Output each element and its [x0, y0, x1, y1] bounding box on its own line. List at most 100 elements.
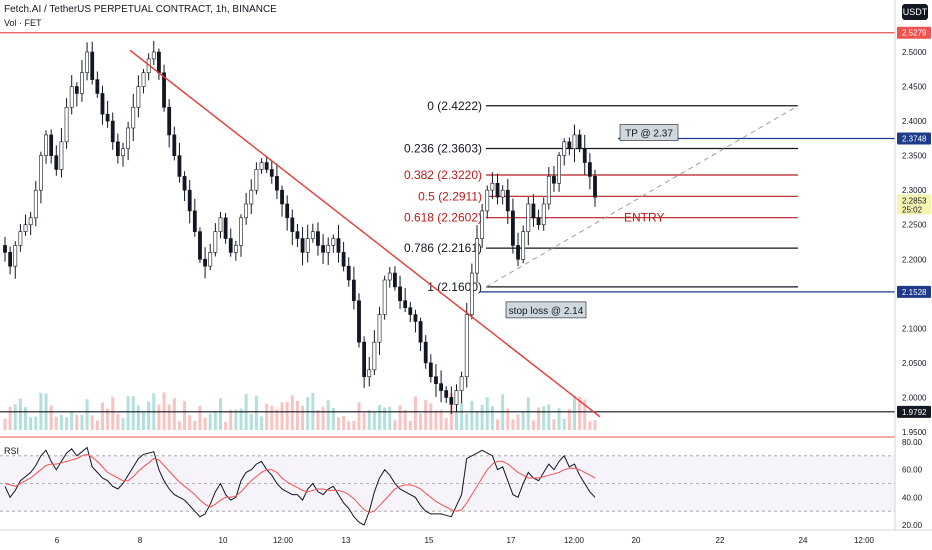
volume-bar — [142, 411, 146, 430]
rsi-tick-label: 20.00 — [902, 521, 923, 530]
candle-body — [377, 314, 382, 343]
candle-body — [316, 231, 320, 246]
fib-level-label: 0 (2.4222) — [427, 99, 482, 113]
volume-bar — [265, 403, 269, 430]
price-tick-label: 2.3500 — [902, 152, 927, 161]
candle-body — [587, 162, 592, 177]
volume-bar — [490, 406, 494, 430]
candle-body — [393, 272, 397, 288]
candle-body — [290, 217, 295, 232]
volume-bar — [511, 419, 515, 430]
volume-bar — [218, 398, 222, 430]
time-axis[interactable]: 6 8 10 12:00 13 15 17 12:00 20 22 24 12:00 — [55, 536, 875, 545]
price-badge-label: 2.2853 — [902, 196, 927, 205]
candle-body — [464, 314, 469, 378]
candle-body — [336, 238, 341, 253]
volume-bar — [301, 405, 305, 430]
candle-body — [28, 217, 33, 226]
volume-bar — [378, 404, 382, 430]
time-tick-label: 20 — [632, 536, 641, 545]
candle-body — [326, 245, 331, 253]
time-tick-label: 22 — [716, 536, 725, 545]
candle-body — [69, 86, 74, 108]
candle-body — [444, 390, 449, 398]
volume-bar — [126, 396, 130, 430]
volume-bar — [177, 421, 181, 430]
price-tick-label: 2.4000 — [902, 117, 927, 126]
candle-body — [408, 307, 413, 315]
volume-bar — [465, 413, 469, 430]
price-tick-label: 2.4500 — [902, 83, 927, 92]
candle-body — [280, 189, 284, 205]
rsi-label: RSI — [4, 446, 20, 456]
volume-bar — [408, 421, 412, 430]
volume-bar — [172, 398, 176, 430]
price-axis[interactable]: 2.5000 2.4500 2.4000 2.3500 2.3000 2.2500 2.20… — [897, 26, 931, 530]
candle-body — [90, 51, 95, 80]
volume-bar — [578, 396, 582, 430]
volume-bar — [521, 411, 525, 430]
annotations[interactable]: TP @ 2.37 ENTRY stop loss @ 2.14 — [505, 124, 679, 319]
candle-body — [3, 245, 7, 253]
volume-bar — [147, 401, 151, 430]
volume-bar — [552, 419, 556, 430]
stop-loss-label: stop loss @ 2.14 — [509, 306, 584, 317]
candle-body — [398, 286, 402, 302]
volume-bar — [367, 410, 371, 430]
candle-body — [495, 182, 500, 198]
volume-bar — [13, 404, 17, 430]
candle-body — [531, 203, 536, 219]
volume-bar — [485, 397, 489, 430]
candle-body — [157, 51, 161, 74]
trendline[interactable] — [129, 49, 601, 418]
volume-bar — [531, 420, 535, 430]
volume-bar — [121, 418, 125, 430]
volume-bar — [336, 417, 340, 430]
currency-button[interactable]: USDT — [902, 4, 928, 20]
candle-body — [295, 231, 300, 239]
volume-bar — [439, 409, 443, 430]
candle-body — [593, 176, 597, 198]
candle-body — [434, 376, 438, 384]
candle-body — [582, 148, 587, 163]
volume-bar — [362, 412, 366, 430]
volume-bar — [526, 397, 530, 430]
volume-bar — [90, 415, 94, 430]
price-badge — [897, 132, 931, 145]
descending-trendline — [129, 49, 601, 418]
candle-body — [557, 155, 561, 184]
volume-bar — [583, 399, 587, 430]
price-badge-label: 2.3748 — [902, 135, 927, 144]
volume-bar — [460, 403, 464, 430]
volume-bar — [572, 395, 576, 430]
volume-bar — [326, 400, 330, 430]
candle-body — [536, 217, 541, 226]
candle-body — [351, 279, 356, 302]
chart-title: Fetch.AI / TetherUS PERPETUAL CONTRACT, … — [4, 4, 277, 15]
candle-body — [490, 182, 495, 191]
candle-body — [249, 189, 254, 205]
price-tick-label: 2.0500 — [902, 359, 927, 368]
price-tick-label: 2.0000 — [902, 393, 927, 402]
candle-body — [213, 231, 218, 253]
fibonacci-retracement[interactable]: 0 (2.4222) 0.236 (2.3603) 0.382 (2.3220) 0.… — [404, 99, 799, 294]
volume-bar — [475, 411, 479, 430]
fib-level-label: 0.786 (2.2161) — [404, 241, 482, 255]
volume-bar — [34, 416, 38, 430]
time-tick-label: 12:00 — [854, 536, 875, 545]
volume-bar — [157, 404, 161, 430]
candle-body — [239, 217, 243, 246]
volume-bar — [198, 405, 202, 430]
price-tick-label: 2.5000 — [902, 48, 927, 57]
price-badge — [897, 405, 931, 418]
candle-body — [95, 79, 100, 94]
volume-bar — [295, 400, 299, 430]
volume-bar — [131, 396, 135, 430]
volume-bar — [54, 416, 58, 430]
candle-body — [64, 106, 69, 143]
price-tick-label: 2.1000 — [902, 324, 927, 333]
candle-body — [126, 127, 131, 150]
candle-body — [203, 258, 207, 267]
volume-bar — [352, 420, 356, 430]
